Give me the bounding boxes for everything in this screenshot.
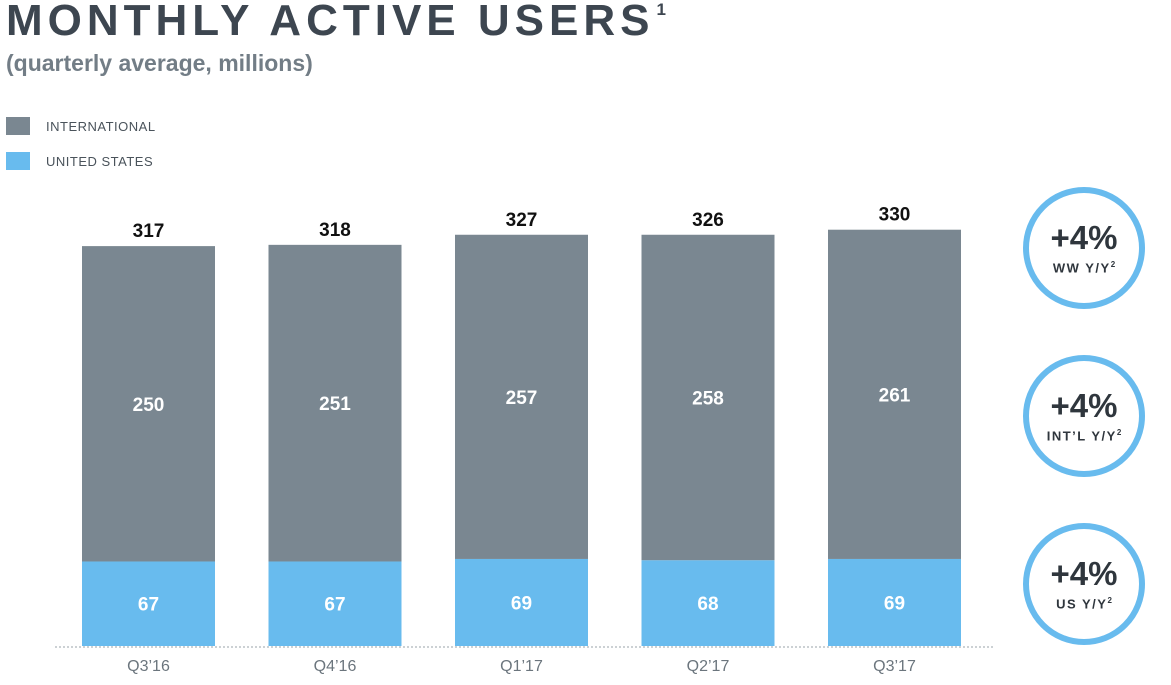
x-tick-label: Q4’16 [314, 658, 357, 675]
legend-swatch-united-states [6, 152, 30, 170]
ww-growth-value: +4% [1050, 218, 1118, 256]
legend: INTERNATIONAL UNITED STATES [6, 116, 156, 186]
total-label: 318 [319, 220, 351, 241]
bar-international [641, 234, 775, 561]
data-label-international: 261 [879, 385, 911, 406]
total-label: 317 [133, 221, 165, 242]
legend-label-united-states: UNITED STATES [46, 153, 154, 169]
legend-label-international: INTERNATIONAL [46, 118, 156, 134]
total-label: 330 [879, 205, 911, 226]
ww-growth-footnote: 2 [1110, 259, 1116, 269]
legend-item-united-states: UNITED STATES [6, 151, 156, 171]
intl-growth-label-text: INT’L Y/Y [1046, 428, 1117, 444]
chart-title-text: MONTHLY ACTIVE USERS [6, 0, 655, 45]
stacked-bar-chart: 67 250 317 Q3’16 67 251 318 Q4’16 69 257 327 Q1’17 6… [55, 205, 995, 675]
x-tick-label: Q3’16 [127, 658, 170, 675]
data-label-international: 250 [133, 395, 165, 416]
bar-united-states [828, 558, 961, 646]
us-growth-footnote: 2 [1107, 595, 1112, 605]
bar-international [268, 244, 402, 562]
ww-growth-badge: +4% WW Y/Y2 [1023, 187, 1145, 309]
title-footnote: 1 [656, 0, 666, 19]
data-label-united-states: 68 [697, 594, 718, 615]
data-label-international: 257 [506, 388, 538, 409]
intl-growth-value: +4% [1050, 386, 1118, 424]
bar-united-states [641, 560, 775, 646]
us-growth-value: +4% [1050, 554, 1118, 592]
us-growth-label: US Y/Y2 [1056, 596, 1112, 611]
bar-international [82, 246, 215, 562]
us-growth-badge: +4% US Y/Y2 [1023, 523, 1145, 645]
data-label-united-states: 67 [138, 595, 159, 616]
bar-united-states [82, 561, 215, 646]
data-label-international: 258 [692, 388, 724, 409]
chart-subtitle: (quarterly average, millions) [6, 50, 313, 76]
x-tick-label: Q1’17 [500, 658, 543, 675]
x-tick-label: Q2’17 [687, 658, 730, 675]
x-tick-label: Q3’17 [873, 658, 916, 675]
chart-title: MONTHLY ACTIVE USERS 1 [6, 0, 666, 46]
bar-united-states [455, 558, 588, 646]
intl-growth-footnote: 2 [1116, 427, 1122, 437]
data-label-united-states: 69 [884, 593, 905, 614]
bar-international [455, 234, 588, 559]
intl-growth-label: INT’L Y/Y2 [1047, 428, 1122, 443]
total-label: 326 [692, 210, 724, 231]
total-label: 327 [506, 210, 538, 231]
data-label-united-states: 67 [324, 595, 345, 616]
bar-united-states [268, 561, 402, 646]
ww-growth-label-text: WW Y/Y [1052, 260, 1111, 276]
legend-item-international: INTERNATIONAL [6, 116, 156, 136]
bar-international [828, 229, 961, 559]
data-label-international: 251 [319, 394, 351, 415]
intl-growth-badge: +4% INT’L Y/Y2 [1023, 355, 1145, 477]
data-label-united-states: 69 [511, 593, 532, 614]
legend-swatch-international [6, 117, 30, 135]
us-growth-label-text: US Y/Y [1056, 596, 1108, 612]
ww-growth-label: WW Y/Y2 [1053, 260, 1115, 275]
